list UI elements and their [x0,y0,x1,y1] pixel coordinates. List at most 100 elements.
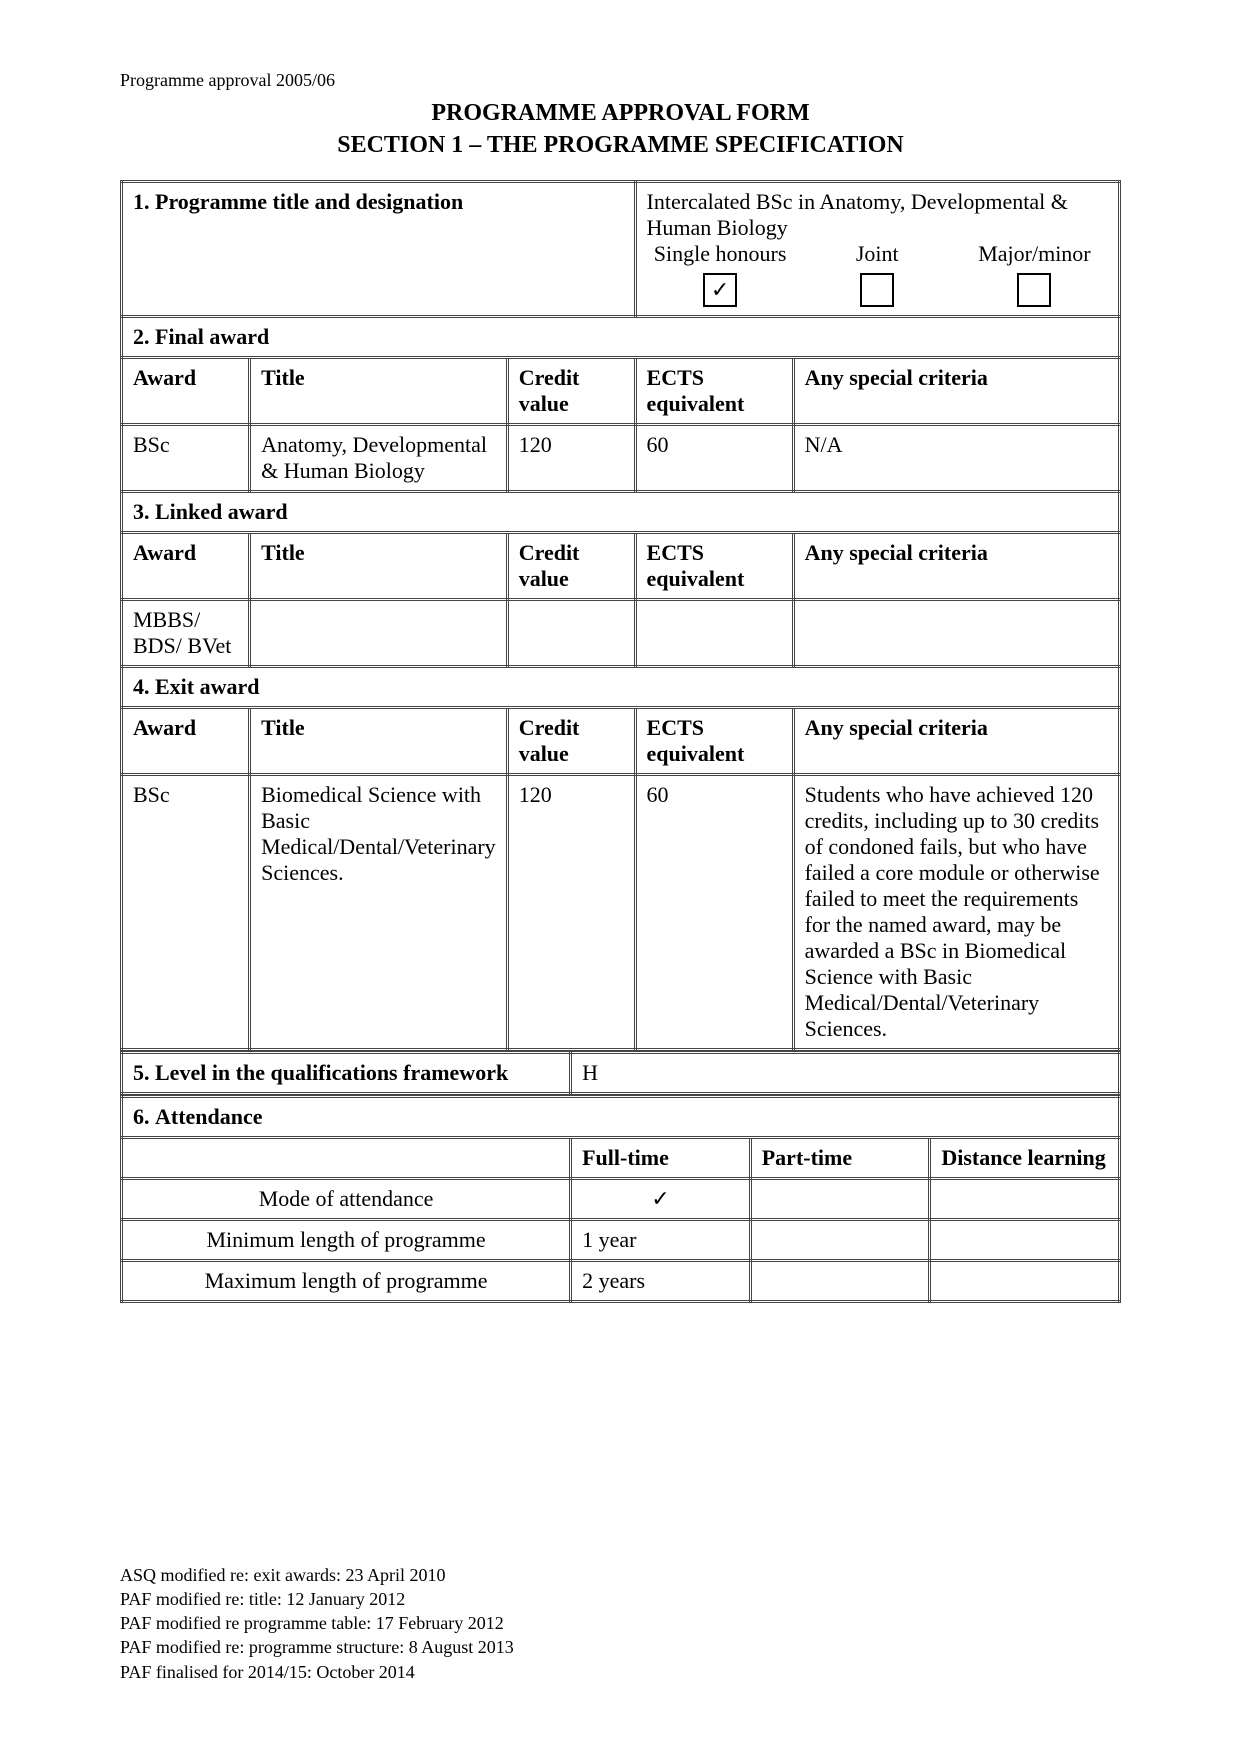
sec3-title [250,599,508,666]
sec2-criteria: N/A [793,424,1119,491]
hdr3-award: Award [122,532,250,599]
sec6-table: 6. Attendance Full-time Part-time Distan… [120,1095,1121,1303]
sec5-label: Level in the qualifications framework [155,1060,508,1085]
sec4-label-cell: 4. Exit award [122,666,1120,707]
max-full: 2 years [571,1260,751,1301]
sec5-num: 5. [133,1060,150,1085]
mode-full: ✓ [571,1178,751,1219]
sec2-label-cell: 2. Final award [122,316,1120,357]
footer-line: PAF finalised for 2014/15: October 2014 [120,1660,514,1684]
honours-options: Single honours ✓ Joint Major/minor [647,241,1108,309]
page: Programme approval 2005/06 PROGRAMME APP… [0,0,1241,1754]
sec1-value-cell: Intercalated BSc in Anatomy, Development… [635,181,1119,316]
sec3-ects [635,599,793,666]
sec4-data-row: BSc Biomedical Science with Basic Medica… [122,774,1120,1049]
max-label: Maximum length of programme [122,1260,571,1301]
hdr4-ects: ECTS equivalent [635,707,793,774]
title-line-1: PROGRAMME APPROVAL FORM [431,100,809,126]
honours-joint-checkbox[interactable] [860,273,894,307]
mode-part [750,1178,930,1219]
sec1-label: Programme title and designation [155,189,463,214]
honours-major: Major/minor [961,241,1108,309]
honours-single-checkbox[interactable]: ✓ [703,273,737,307]
honours-major-label: Major/minor [961,241,1108,267]
sec2-title: Anatomy, Developmental & Human Biology [250,424,508,491]
hdr-title: Title [250,357,508,424]
honours-joint: Joint [804,241,951,309]
sec3-label: Linked award [155,499,288,524]
sec2-header-row: 2. Final award [122,316,1120,357]
sec6-label: Attendance [155,1104,263,1129]
hdr-award: Award [122,357,250,424]
sec5-value: H [571,1052,1120,1093]
hdr4-criteria: Any special criteria [793,707,1119,774]
sec5-row: 5. Level in the qualifications framework… [122,1052,1120,1093]
hdr4-credit: Credit value [507,707,635,774]
sec5-label-cell: 5. Level in the qualifications framework [122,1052,571,1093]
sec4-credit: 120 [507,774,635,1049]
sec4-ects: 60 [635,774,793,1049]
programme-title-text: Intercalated BSc in Anatomy, Development… [647,189,1108,241]
sec2-data-row: BSc Anatomy, Developmental & Human Biolo… [122,424,1120,491]
min-label: Minimum length of programme [122,1219,571,1260]
sec4-header-row: 4. Exit award [122,666,1120,707]
min-full: 1 year [571,1219,751,1260]
sec3-data-row: MBBS/ BDS/ BVet [122,599,1120,666]
hdr-ects: ECTS equivalent [635,357,793,424]
sec6-num: 6. [133,1104,150,1129]
title-line-2: SECTION 1 – THE PROGRAMME SPECIFICATION [337,132,904,158]
sec6-min-row: Minimum length of programme 1 year [122,1219,1120,1260]
mode-dist [930,1178,1120,1219]
hdr4-title: Title [250,707,508,774]
hdr3-ects: ECTS equivalent [635,532,793,599]
specification-table: 1. Programme title and designation Inter… [120,180,1121,1051]
hdr3-title: Title [250,532,508,599]
sec6-max-row: Maximum length of programme 2 years [122,1260,1120,1301]
footer-line: PAF modified re programme table: 17 Febr… [120,1611,514,1635]
hdr-credit: Credit value [507,357,635,424]
sec2-label: Final award [155,324,269,349]
sec4-col-headers: Award Title Credit value ECTS equivalent… [122,707,1120,774]
footer-line: PAF modified re: title: 12 January 2012 [120,1587,514,1611]
sec1-num: 1. [133,189,150,214]
sec3-credit [507,599,635,666]
sec2-num: 2. [133,324,150,349]
sec3-num: 3. [133,499,150,524]
hdr-parttime: Part-time [750,1137,930,1178]
sec1-label-cell: 1. Programme title and designation [122,181,636,316]
sec2-ects: 60 [635,424,793,491]
sec3-col-headers: Award Title Credit value ECTS equivalent… [122,532,1120,599]
sec1-row: 1. Programme title and designation Inter… [122,181,1120,316]
footer-notes: ASQ modified re: exit awards: 23 April 2… [120,1563,514,1684]
hdr4-award: Award [122,707,250,774]
hdr3-credit: Credit value [507,532,635,599]
sec4-label: Exit award [155,674,260,699]
min-part [750,1219,930,1260]
sec5-table: 5. Level in the qualifications framework… [120,1051,1121,1095]
sec6-mode-row: Mode of attendance ✓ [122,1178,1120,1219]
sec6-blank-hdr [122,1137,571,1178]
hdr3-criteria: Any special criteria [793,532,1119,599]
honours-joint-label: Joint [804,241,951,267]
honours-major-checkbox[interactable] [1017,273,1051,307]
sec6-label-cell: 6. Attendance [122,1096,1120,1137]
running-header: Programme approval 2005/06 [120,70,1121,91]
honours-single: Single honours ✓ [647,241,794,309]
max-part [750,1260,930,1301]
sec6-header-row: 6. Attendance [122,1096,1120,1137]
honours-single-label: Single honours [647,241,794,267]
sec6-col-headers: Full-time Part-time Distance learning [122,1137,1120,1178]
min-dist [930,1219,1120,1260]
hdr-criteria: Any special criteria [793,357,1119,424]
sec4-num: 4. [133,674,150,699]
footer-line: PAF modified re: programme structure: 8 … [120,1635,514,1659]
sec2-award: BSc [122,424,250,491]
sec4-award: BSc [122,774,250,1049]
hdr-fulltime: Full-time [571,1137,751,1178]
sec3-award: MBBS/ BDS/ BVet [122,599,250,666]
mode-label: Mode of attendance [122,1178,571,1219]
hdr-distance: Distance learning [930,1137,1120,1178]
sec4-criteria: Students who have achieved 120 credits, … [793,774,1119,1049]
document-title: PROGRAMME APPROVAL FORM SECTION 1 – THE … [120,97,1121,162]
sec3-label-cell: 3. Linked award [122,491,1120,532]
